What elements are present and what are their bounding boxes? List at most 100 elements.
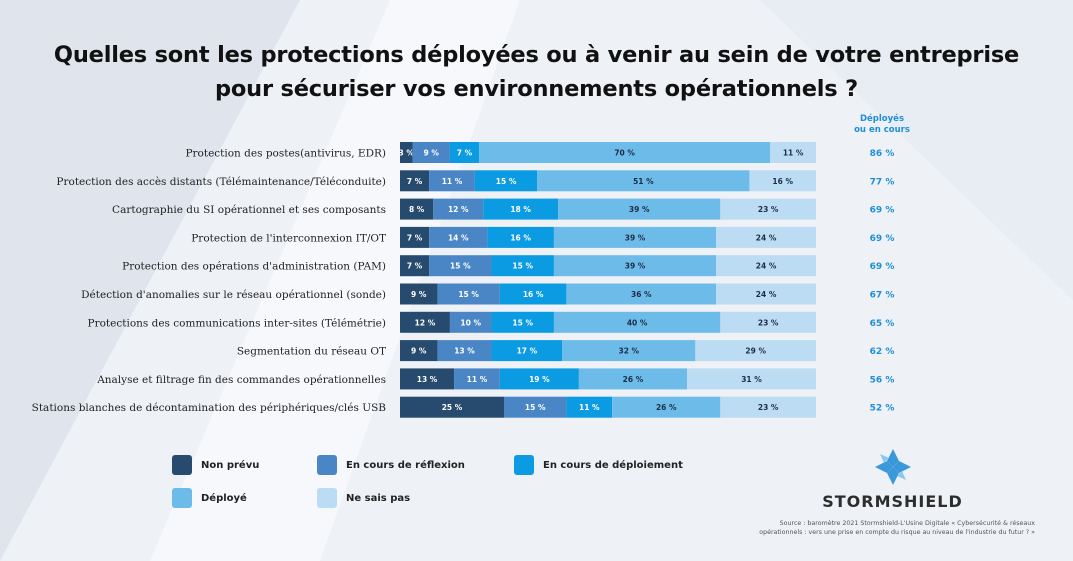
legend-label: Ne sais pas: [346, 492, 411, 504]
data-label: 13 %: [454, 347, 475, 356]
bar-segment: [720, 198, 816, 220]
bar-segment: [720, 396, 816, 418]
category-label: Protection des opérations d'administrati…: [122, 261, 386, 273]
source-line-2: opérationnels : vers une prise en compte…: [759, 529, 1035, 536]
data-label: 11 %: [442, 177, 463, 186]
legend-item: Ne sais pas: [317, 488, 410, 508]
legend-swatch: [172, 488, 192, 508]
bar-segment: [720, 311, 816, 333]
data-label: 7 %: [407, 233, 423, 242]
data-label: 15 %: [525, 403, 546, 412]
bar-segment: [437, 283, 500, 305]
total-label: 86 %: [870, 149, 895, 159]
data-label: 16 %: [772, 177, 793, 186]
data-label: 16 %: [523, 290, 544, 299]
bar-segment: [578, 368, 688, 390]
stormshield-logo-icon: [875, 449, 911, 485]
bar-segment: [400, 283, 438, 305]
bar-segment: [553, 226, 717, 248]
category-label: Segmentation du réseau OT: [237, 346, 386, 358]
bar-segment: [491, 340, 563, 362]
bar-segment: [400, 396, 504, 418]
chart-row: Cartographie du SI opérationnel et ses c…: [112, 198, 895, 220]
data-label: 11 %: [467, 375, 488, 384]
data-label: 18 %: [510, 205, 531, 214]
bar-segment: [474, 170, 538, 192]
data-label: 29 %: [745, 347, 766, 356]
data-label: 70 %: [614, 149, 635, 158]
chart-row: Protection des postes(antivirus, EDR) 3 %…: [185, 142, 894, 163]
data-label: 19 %: [529, 375, 550, 384]
data-label: 24 %: [756, 262, 777, 271]
legend-item: En cours de réflexion: [317, 455, 465, 475]
bar-segment: [537, 170, 750, 192]
category-label: Détection d'anomalies sur le réseau opér…: [81, 289, 386, 301]
title-line-2: pour sécuriser vos environnements opérat…: [215, 76, 858, 102]
data-label: 7 %: [407, 262, 423, 271]
data-label: 11 %: [579, 403, 600, 412]
bar-segment: [400, 198, 434, 220]
bar-segment: [437, 340, 492, 362]
chart-row: Protection de l'interconnexion IT/OT 7 % 1…: [191, 226, 895, 248]
data-label: 8 %: [409, 205, 425, 214]
chart-row: Analyse et filtrage fin des commandes op…: [96, 368, 894, 390]
bar-segment: [504, 396, 567, 418]
bar-segment: [479, 142, 771, 163]
bar-segment: [412, 142, 450, 163]
bar-segment: [499, 368, 579, 390]
total-label: 69 %: [870, 206, 895, 216]
data-label: 39 %: [629, 205, 650, 214]
legend-swatch: [317, 455, 337, 475]
source-line-1: Source : baromètre 2021 Stormshield-L'Us…: [779, 520, 1035, 527]
data-label: 51 %: [633, 177, 654, 186]
bar-segment: [716, 283, 816, 305]
chart-row: Protection des opérations d'administrati…: [122, 255, 895, 277]
legend-item: Non prévu: [172, 455, 259, 475]
data-label: 15 %: [512, 318, 533, 327]
total-label: 69 %: [870, 234, 895, 244]
total-label: 52 %: [870, 404, 895, 414]
data-label: 23 %: [758, 205, 779, 214]
bar-segment: [400, 311, 450, 333]
bar-segment: [716, 226, 816, 248]
total-label: 77 %: [870, 177, 895, 187]
legend-label: Non prévu: [201, 459, 260, 471]
bar-segment: [499, 283, 567, 305]
bar-segment: [491, 255, 554, 277]
bar-segment: [400, 170, 430, 192]
bar-segment: [400, 142, 413, 163]
data-label: 15 %: [512, 262, 533, 271]
data-label: 36 %: [631, 290, 652, 299]
bar-segment: [400, 340, 438, 362]
data-label: 15 %: [496, 177, 517, 186]
category-label: Protection des accès distants (Télémaint…: [56, 176, 386, 188]
legend-label: Déployé: [201, 492, 247, 504]
category-label: Cartographie du SI opérationnel et ses c…: [112, 204, 386, 216]
chart-row: Stations blanches de décontamination des…: [32, 396, 895, 418]
bar-segment: [491, 311, 554, 333]
bar-segment: [487, 226, 554, 248]
bar-segment: [612, 396, 721, 418]
data-label: 40 %: [627, 318, 648, 327]
total-label: 65 %: [870, 319, 895, 329]
data-label: 7 %: [407, 177, 423, 186]
data-label: 39 %: [625, 233, 646, 242]
bar-segment: [429, 226, 488, 248]
chart-row: Protections des communications inter-sit…: [88, 311, 895, 333]
bar-segment: [770, 142, 816, 163]
total-label: 69 %: [870, 262, 895, 272]
bar-segment: [429, 170, 475, 192]
bar-segment: [433, 198, 484, 220]
category-label: Protections des communications inter-sit…: [88, 317, 386, 329]
bar-segment: [695, 340, 816, 362]
chart-rows: Protection des postes(antivirus, EDR) 3 %…: [32, 142, 895, 418]
chart-row: Protection des accès distants (Télémaint…: [56, 170, 895, 192]
data-label: 26 %: [623, 375, 644, 384]
legend-swatch: [317, 488, 337, 508]
category-label: Stations blanches de décontamination des…: [32, 402, 387, 414]
legend-label: En cours de réflexion: [346, 459, 465, 471]
data-label: 31 %: [741, 375, 762, 384]
data-label: 13 %: [417, 375, 438, 384]
